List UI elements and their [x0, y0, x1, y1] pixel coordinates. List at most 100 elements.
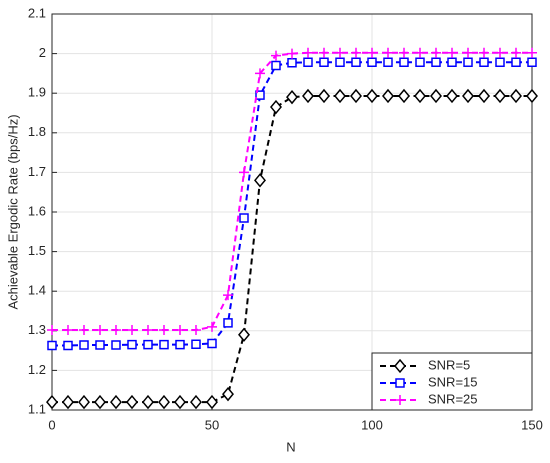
marker	[78, 394, 90, 410]
marker	[111, 340, 121, 350]
marker	[383, 47, 393, 58]
marker	[415, 47, 425, 58]
marker	[95, 340, 105, 350]
marker	[175, 325, 185, 336]
marker	[287, 57, 297, 68]
marker	[255, 90, 265, 100]
marker	[431, 57, 441, 68]
marker	[46, 394, 58, 410]
marker	[174, 394, 186, 410]
marker	[190, 394, 202, 410]
marker	[478, 88, 490, 104]
marker	[366, 88, 378, 104]
marker	[479, 57, 489, 68]
marker	[94, 394, 106, 410]
legend-label: SNR=15	[428, 374, 478, 389]
y-tick-label: 1.7	[28, 164, 46, 179]
marker	[526, 88, 538, 104]
marker	[143, 339, 153, 350]
y-tick-label: 1.5	[28, 243, 46, 258]
marker	[159, 325, 169, 336]
marker	[159, 339, 169, 350]
legend-marker	[395, 395, 405, 405]
x-axis-label: N	[286, 439, 295, 454]
marker	[95, 325, 105, 336]
marker	[223, 318, 233, 328]
x-tick-label: 100	[361, 417, 383, 432]
legend-marker	[395, 378, 405, 388]
marker	[318, 88, 330, 104]
marker	[143, 325, 153, 336]
marker	[286, 89, 298, 105]
marker	[399, 47, 409, 58]
legend-label: SNR=5	[428, 357, 470, 372]
marker	[511, 57, 521, 68]
marker	[255, 68, 265, 79]
marker	[158, 394, 170, 410]
marker	[270, 99, 282, 115]
y-tick-label: 1.3	[28, 322, 46, 337]
marker	[238, 327, 250, 342]
marker	[126, 394, 138, 410]
marker	[207, 321, 217, 332]
y-tick-label: 1.1	[28, 401, 46, 416]
marker	[527, 57, 537, 68]
marker	[79, 340, 89, 350]
marker	[462, 88, 474, 104]
marker	[127, 339, 137, 350]
marker	[175, 339, 185, 350]
marker	[223, 290, 233, 301]
marker	[511, 47, 521, 58]
y-tick-label: 1.4	[28, 283, 46, 298]
y-tick-label: 1.8	[28, 124, 46, 139]
marker	[494, 88, 506, 104]
marker	[47, 340, 57, 351]
marker	[142, 394, 154, 410]
marker	[254, 173, 266, 188]
marker	[399, 57, 409, 68]
marker	[447, 47, 457, 58]
marker	[303, 57, 313, 68]
marker	[527, 47, 537, 58]
marker	[431, 47, 441, 58]
marker	[303, 47, 313, 58]
marker	[351, 47, 361, 58]
marker	[382, 88, 394, 104]
marker	[350, 88, 362, 104]
marker	[414, 88, 426, 104]
marker	[479, 47, 489, 58]
marker	[334, 88, 346, 104]
x-tick-label: 150	[521, 417, 543, 432]
marker	[271, 60, 281, 71]
marker	[495, 57, 505, 68]
marker	[447, 57, 457, 68]
marker	[463, 47, 473, 58]
marker	[319, 57, 329, 68]
legend-label: SNR=25	[428, 391, 478, 406]
marker	[495, 47, 505, 58]
y-tick-label: 1.2	[28, 362, 46, 377]
marker	[79, 325, 89, 336]
marker	[335, 47, 345, 58]
marker	[446, 88, 458, 104]
series-line	[52, 61, 532, 347]
marker	[206, 394, 218, 410]
y-tick-label: 1.6	[28, 203, 46, 218]
marker	[207, 338, 217, 349]
marker	[319, 47, 329, 58]
marker	[110, 394, 122, 410]
marker	[222, 386, 234, 402]
plot-frame	[51, 13, 533, 411]
marker	[383, 57, 393, 68]
y-tick-label: 1.9	[28, 85, 46, 100]
x-tick-label: 50	[205, 417, 219, 432]
marker	[463, 57, 473, 68]
marker	[127, 325, 137, 336]
marker	[430, 88, 442, 104]
y-tick-label: 2	[39, 45, 46, 60]
y-tick-label: 2.1	[28, 5, 46, 20]
marker	[367, 57, 377, 68]
marker	[287, 48, 297, 59]
y-axis-label: Achievable Ergodic Rate (bps/Hz)	[5, 114, 20, 309]
